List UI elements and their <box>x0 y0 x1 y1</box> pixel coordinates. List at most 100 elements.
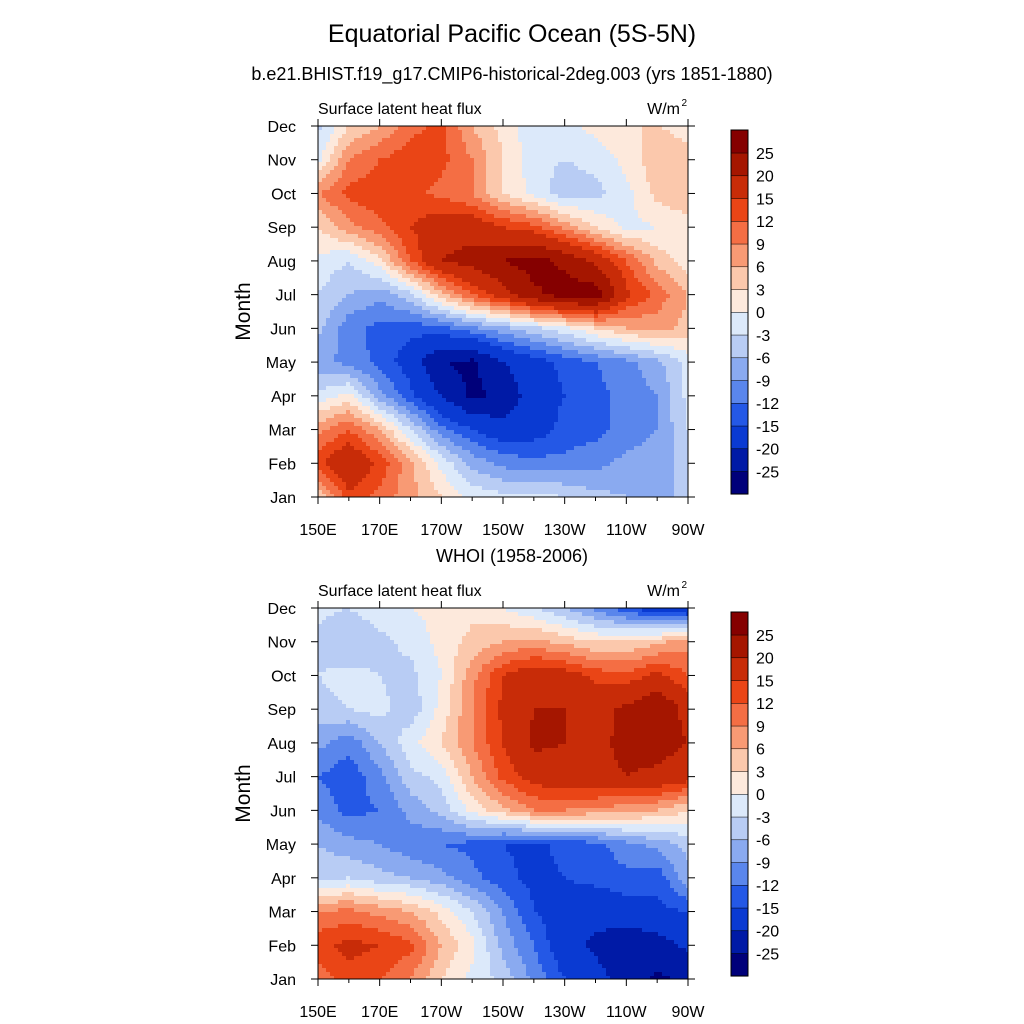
heatmap-cell <box>550 138 555 143</box>
heatmap-cell <box>362 246 367 251</box>
heatmap-cell <box>374 298 379 303</box>
heatmap-cell <box>558 194 563 199</box>
heatmap-cell <box>478 194 483 199</box>
heatmap-cell <box>606 126 611 131</box>
heatmap-cell <box>470 198 475 203</box>
heatmap-cell <box>610 182 615 187</box>
heatmap-cell <box>534 194 539 199</box>
heatmap-cell <box>670 266 675 271</box>
heatmap-cell <box>326 322 331 327</box>
heatmap-cell <box>478 246 483 251</box>
heatmap-cell <box>390 218 395 223</box>
heatmap-cell <box>602 258 607 263</box>
heatmap-cell <box>670 294 675 299</box>
heatmap-cell <box>682 126 687 131</box>
heatmap-cell <box>566 230 571 235</box>
heatmap-cell <box>434 262 439 267</box>
heatmap-cell <box>358 218 363 223</box>
heatmap-cell <box>326 338 331 343</box>
heatmap-cell <box>446 278 451 283</box>
heatmap-cell <box>538 186 543 191</box>
heatmap-cell <box>474 206 479 211</box>
heatmap-cell <box>358 146 363 151</box>
heatmap-cell <box>462 138 467 143</box>
heatmap-cell <box>642 250 647 255</box>
heatmap-cell <box>490 214 495 219</box>
heatmap-cell <box>442 278 447 283</box>
heatmap-cell <box>394 238 399 243</box>
heatmap-cell <box>462 250 467 255</box>
heatmap-cell <box>570 326 575 331</box>
heatmap-cell <box>594 262 599 267</box>
heatmap-cell <box>498 138 503 143</box>
heatmap-cell <box>586 290 591 295</box>
heatmap-cell <box>414 250 419 255</box>
heatmap-cell <box>366 138 371 143</box>
heatmap-cell <box>374 234 379 239</box>
heatmap-cell <box>514 190 519 195</box>
heatmap-cell <box>354 146 359 151</box>
heatmap-cell <box>410 282 415 287</box>
heatmap-cell <box>486 274 491 279</box>
heatmap-cell <box>498 262 503 267</box>
heatmap-cell <box>578 234 583 239</box>
heatmap-cell <box>674 246 679 251</box>
heatmap-cell <box>530 130 535 135</box>
heatmap-cell <box>578 170 583 175</box>
heatmap-cell <box>506 158 511 163</box>
heatmap-cell <box>590 182 595 187</box>
heatmap-cell <box>638 282 643 287</box>
heatmap-cell <box>546 318 551 323</box>
heatmap-cell <box>490 194 495 199</box>
heatmap-cell <box>402 182 407 187</box>
heatmap-cell <box>322 334 327 339</box>
heatmap-cell <box>590 150 595 155</box>
heatmap-cell <box>318 146 323 151</box>
heatmap-cell <box>606 154 611 159</box>
heatmap-cell <box>470 158 475 163</box>
heatmap-cell <box>638 294 643 299</box>
heatmap-cell <box>574 270 579 275</box>
heatmap-cell <box>358 154 363 159</box>
heatmap-cell <box>450 330 455 335</box>
heatmap-cell <box>534 226 539 231</box>
heatmap-cell <box>366 142 371 147</box>
heatmap-cell <box>550 194 555 199</box>
heatmap-cell <box>686 234 688 239</box>
heatmap-cell <box>498 210 503 215</box>
heatmap-cell <box>634 150 639 155</box>
heatmap-cell <box>318 322 323 327</box>
heatmap-cell <box>406 134 411 139</box>
heatmap-cell <box>594 234 599 239</box>
heatmap-cell <box>570 174 575 179</box>
heatmap-cell <box>514 262 519 267</box>
heatmap-cell <box>326 274 331 279</box>
heatmap-cell <box>510 230 515 235</box>
heatmap-cell <box>334 278 339 283</box>
heatmap-cell <box>390 178 395 183</box>
heatmap-cell <box>366 234 371 239</box>
heatmap-cell <box>570 282 575 287</box>
heatmap-cell <box>418 158 423 163</box>
heatmap-cell <box>534 282 539 287</box>
heatmap-cell <box>542 266 547 271</box>
heatmap-cell <box>378 338 383 343</box>
heatmap-cell <box>526 222 531 227</box>
heatmap-cell <box>554 242 559 247</box>
heatmap-cell <box>558 162 563 167</box>
heatmap-cell <box>346 298 351 303</box>
heatmap-cell <box>366 226 371 231</box>
heatmap-cell <box>662 270 667 275</box>
heatmap-cell <box>514 194 519 199</box>
heatmap-cell <box>366 150 371 155</box>
heatmap-cell <box>682 238 687 243</box>
heatmap-cell <box>322 214 327 219</box>
heatmap-cell <box>470 174 475 179</box>
heatmap-cell <box>546 246 551 251</box>
heatmap-cell <box>426 206 431 211</box>
heatmap-cell <box>350 250 355 255</box>
heatmap-cell <box>522 314 527 319</box>
heatmap-cell <box>682 330 687 335</box>
heatmap-cell <box>390 242 395 247</box>
heatmap-cell <box>410 174 415 179</box>
